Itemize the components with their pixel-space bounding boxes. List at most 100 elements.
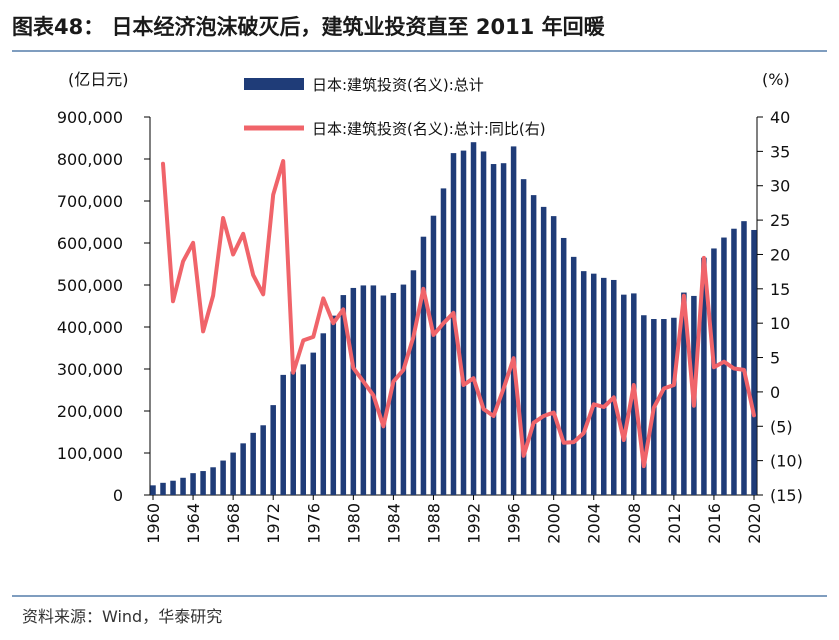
bar [470, 142, 477, 495]
x-tick-label: 1972 [264, 503, 283, 544]
left-tick-label: 200,000 [57, 402, 123, 421]
right-tick-label: 35 [770, 142, 790, 161]
right-tick-label: (15) [770, 486, 803, 505]
bar [741, 221, 747, 495]
x-tick-label: 1976 [304, 503, 323, 544]
x-tick-label: 2008 [625, 503, 644, 544]
left-tick-label: 300,000 [57, 360, 123, 379]
source-note: 资料来源：Wind，华泰研究 [22, 607, 223, 626]
bar [440, 188, 447, 495]
bar [721, 237, 727, 496]
bar [360, 285, 367, 495]
bar [590, 273, 597, 495]
left-tick-label: 800,000 [57, 150, 123, 169]
right-tick-label: 25 [770, 211, 790, 230]
bar [500, 163, 507, 495]
title-divider [12, 50, 827, 52]
bar [751, 229, 757, 496]
bar [290, 371, 296, 495]
bar [430, 215, 437, 495]
bar [210, 467, 216, 495]
bar [150, 485, 156, 495]
right-tick-label: 20 [770, 245, 790, 264]
left-tick-label: 500,000 [57, 276, 123, 295]
right-tick-label: 15 [770, 280, 790, 299]
bar [600, 277, 607, 495]
bar [310, 352, 317, 495]
bar [370, 285, 377, 495]
bar [270, 405, 276, 495]
left-tick-label: 400,000 [57, 318, 123, 337]
right-tick-label: (10) [770, 452, 803, 471]
x-tick-label: 1964 [184, 503, 203, 544]
left-tick-label: 900,000 [57, 108, 123, 127]
bar [490, 164, 497, 496]
bar [390, 292, 397, 495]
page-title: 图表48： 日本经济泡沫破灭后，建筑业投资直至 2011 年回暖 [12, 15, 605, 39]
bar [570, 256, 577, 495]
bar [420, 236, 427, 495]
bar [701, 257, 707, 495]
bar [350, 287, 357, 495]
bar [621, 294, 627, 495]
bar [661, 319, 667, 495]
x-tick-label: 1960 [144, 503, 163, 544]
bar [190, 473, 196, 495]
bar [611, 279, 617, 495]
bar [460, 150, 467, 495]
bar [480, 151, 487, 495]
bar [170, 480, 176, 495]
bar [410, 270, 417, 495]
bar [400, 284, 407, 495]
tick-labels: 0 100,000 200,000 300,000 400,000 500,000 600,… [57, 108, 803, 544]
legend: 日本:建筑投资(名义):总计 日本:建筑投资(名义):总计:同比(右) [244, 76, 546, 138]
bar [300, 364, 307, 495]
right-tick-label: 0 [770, 383, 780, 402]
x-tick-label: 2012 [665, 503, 684, 544]
x-tick-label: 1968 [224, 503, 243, 544]
bar [530, 195, 537, 495]
bar [520, 179, 527, 495]
bar [681, 292, 687, 495]
bar [550, 216, 557, 495]
bar [280, 374, 286, 495]
bar [230, 452, 236, 495]
right-tick-label: 40 [770, 108, 790, 127]
bar [560, 237, 567, 495]
bar [200, 471, 206, 495]
bar [180, 477, 186, 495]
yoy-growth-line [161, 159, 756, 469]
chart: 0 100,000 200,000 300,000 400,000 500,000 600,… [57, 70, 803, 544]
line-series [161, 159, 756, 469]
x-tick-label: 1992 [465, 503, 484, 544]
bar [641, 315, 647, 495]
bar [330, 315, 337, 495]
bar [380, 295, 387, 495]
bar [240, 443, 246, 495]
legend-line-label: 日本:建筑投资(名义):总计:同比(右) [312, 120, 546, 138]
bar [320, 333, 327, 495]
bar [711, 248, 717, 495]
x-tick-label: 2020 [745, 503, 764, 544]
bar [510, 146, 517, 495]
x-tick-label: 1988 [424, 503, 443, 544]
legend-bar-swatch [244, 78, 304, 90]
x-tick-label: 1980 [344, 503, 363, 544]
x-tick-label: 2016 [705, 503, 724, 544]
bar [580, 271, 587, 495]
bar [160, 482, 166, 495]
right-tick-label: (5) [770, 417, 793, 436]
left-tick-label: 700,000 [57, 192, 123, 211]
left-tick-label: 100,000 [57, 444, 123, 463]
bar [340, 295, 347, 495]
x-tick-label: 2000 [545, 503, 564, 544]
right-tick-label: 10 [770, 314, 790, 333]
left-axis-unit: (亿日元) [68, 70, 129, 89]
left-tick-label: 600,000 [57, 234, 123, 253]
x-tick-label: 1996 [505, 503, 524, 544]
bar [220, 460, 226, 495]
x-tick-label: 2004 [585, 503, 604, 544]
x-tick-label: 1984 [384, 503, 403, 544]
right-tick-label: 5 [770, 349, 780, 368]
bar [260, 425, 266, 495]
